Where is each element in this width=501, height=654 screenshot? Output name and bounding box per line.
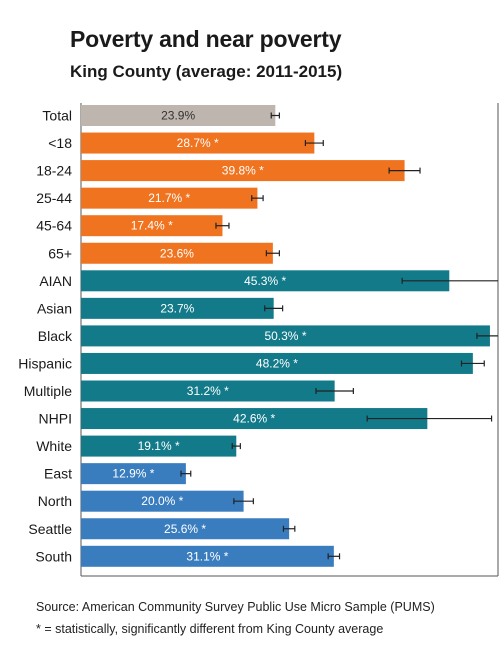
value-label: 23.9% — [161, 109, 195, 123]
category-label: NHPI — [39, 411, 72, 427]
category-label: South — [35, 548, 72, 564]
value-label: 25.6% * — [164, 522, 206, 536]
category-label: AIAN — [39, 273, 72, 289]
bar-white — [81, 435, 237, 457]
category-label: Black — [38, 328, 73, 344]
value-label: 45.3% * — [244, 274, 286, 288]
bar-18-24 — [81, 160, 405, 182]
significance-note: * = statistically, significantly differe… — [36, 622, 384, 636]
bar-north — [81, 490, 244, 512]
bar-65- — [81, 242, 273, 264]
category-label: Total — [42, 108, 72, 124]
category-label: 25-44 — [36, 190, 72, 206]
bar-aian — [81, 270, 450, 292]
category-label: 45-64 — [36, 218, 72, 234]
bar-asian — [81, 297, 274, 319]
bar-hispanic — [81, 352, 473, 374]
value-label: 17.4% * — [131, 219, 173, 233]
value-label: 20.0% * — [141, 494, 183, 508]
category-label: White — [36, 438, 72, 454]
value-label: 23.6% — [160, 246, 194, 260]
bar-45-64 — [81, 215, 223, 237]
category-label: 65+ — [48, 245, 72, 261]
bar-chart: Total 23.9% <18 28.7% * 18-24 39.8% * 25-44 21.… — [18, 103, 499, 577]
value-label: 50.3% * — [264, 329, 306, 343]
value-label: 19.1% * — [138, 439, 180, 453]
value-label: 42.6% * — [233, 412, 275, 426]
category-label: 18-24 — [36, 163, 72, 179]
bar-south — [81, 545, 334, 567]
value-label: 12.9% * — [112, 467, 154, 481]
bar-total — [81, 105, 276, 126]
bar-nhpi — [81, 408, 428, 430]
bar-seattle — [81, 518, 290, 540]
value-label: 21.7% * — [148, 191, 190, 205]
source-note: Source: American Community Survey Public… — [36, 600, 435, 614]
value-label: 31.1% * — [186, 549, 228, 563]
value-label: 48.2% * — [256, 356, 298, 370]
bar-east — [81, 463, 186, 485]
category-label: Seattle — [28, 521, 72, 537]
value-label: 28.7% * — [177, 136, 219, 150]
category-label: Hispanic — [18, 355, 72, 371]
category-label: Multiple — [24, 383, 72, 399]
bar-25-44 — [81, 187, 258, 209]
bar-multiple — [81, 380, 335, 402]
value-label: 39.8% * — [222, 164, 264, 178]
value-label: 23.7% — [160, 301, 194, 315]
value-label: 31.2% * — [187, 384, 229, 398]
chart-subtitle: King County (average: 2011-2015) — [70, 62, 343, 81]
footnotes: Source: American Community Survey Public… — [36, 596, 435, 640]
bar--18 — [81, 132, 315, 154]
category-label: East — [44, 466, 72, 482]
category-label: North — [38, 493, 72, 509]
bar-black — [81, 325, 490, 347]
chart-title: Poverty and near poverty — [70, 26, 342, 52]
category-label: Asian — [37, 300, 72, 316]
category-label: <18 — [48, 135, 72, 151]
